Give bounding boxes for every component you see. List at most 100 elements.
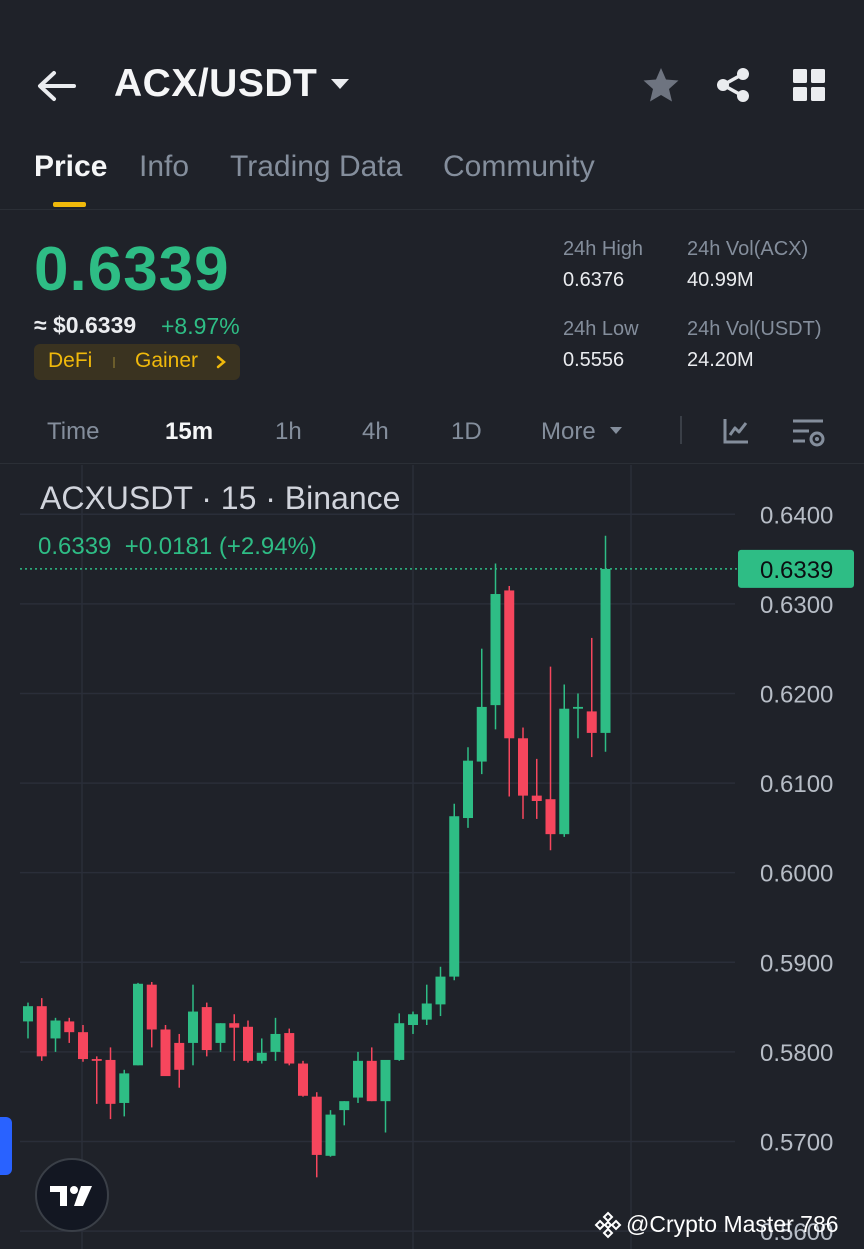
candle-35 [504, 585, 515, 797]
grid-icon[interactable] [790, 66, 828, 104]
candle-37 [531, 758, 542, 819]
caret-down-icon[interactable] [328, 76, 352, 92]
tab-community[interactable]: Community [443, 150, 595, 183]
y-tick-label-4: 0.6000 [760, 861, 833, 888]
interval-1h[interactable]: 1h [275, 418, 302, 445]
candle-33 [476, 648, 487, 775]
usd-price: ≈ $0.6339 [34, 312, 137, 338]
candle-21 [311, 1092, 322, 1178]
price-axis: 0.6400 0.6300 0.6200 0.6100 0.6000 0.5900 0.58… [20, 502, 854, 1246]
stat-24h-high-value: 0.6376 [563, 269, 625, 291]
candle-4 [78, 1025, 88, 1062]
chart-title: ACXUSDT · 15 · Binance [40, 480, 401, 516]
candle-34 [490, 563, 501, 730]
candle-26 [380, 1059, 391, 1133]
candles [23, 535, 611, 1178]
back-arrow-icon[interactable] [34, 66, 78, 106]
y-tick-label-2: 0.6200 [760, 681, 833, 708]
top-bar: ACX/USDT [0, 0, 864, 140]
last-price-badge [738, 549, 854, 588]
price-change-percent: +8.97% [161, 313, 240, 339]
candle-20 [298, 1060, 308, 1097]
indicator-icon[interactable] [722, 416, 750, 446]
candle-41 [586, 637, 597, 758]
candle-body [463, 760, 473, 819]
candle-19 [284, 1028, 295, 1066]
chart-ohlc-line: 0.6339 +0.0181 (+2.94%) [38, 533, 317, 560]
candle-12 [188, 984, 198, 1066]
candle-body [559, 708, 570, 835]
candlestick-chart[interactable]: 0.6400 0.6300 0.6200 0.6100 0.6000 0.5900 0.58… [0, 465, 864, 1249]
interval-15m[interactable]: 15m [165, 418, 214, 445]
stat-24h-vol-quote-value: 24.20M [687, 349, 754, 371]
y-tick-label-8: 0.5600 [760, 1219, 833, 1246]
tag-defi[interactable]: DeFi [48, 349, 93, 372]
stat-24h-high-label: 24h High [563, 238, 644, 260]
candle-body [78, 1032, 88, 1060]
candle-body [325, 1114, 336, 1156]
y-tick-label-3: 0.6100 [760, 771, 833, 798]
interval-more[interactable]: More [541, 418, 596, 445]
candle-body [449, 816, 460, 977]
candle-14 [215, 1023, 226, 1052]
candle-9 [146, 981, 157, 1048]
pair-title[interactable]: ACX/USDT [114, 62, 318, 105]
tradingview-logo-icon[interactable] [34, 1157, 110, 1233]
candle-body [435, 976, 446, 1005]
stat-24h-vol-base-label: 24h Vol(ACX) [687, 238, 809, 260]
chart-grid [20, 465, 735, 1249]
candle-25 [366, 1047, 377, 1102]
candle-body [133, 983, 143, 1066]
candle-body [311, 1096, 322, 1155]
candle-27 [394, 1013, 405, 1061]
candle-body [105, 1059, 116, 1104]
tag-gainer[interactable]: Gainer [135, 349, 199, 372]
candle-body [229, 1023, 240, 1028]
candle-22 [325, 1110, 336, 1157]
y-tick-label-1: 0.6300 [760, 592, 833, 619]
candle-body [504, 590, 515, 739]
candle-body [600, 568, 611, 733]
candle-body [366, 1060, 377, 1102]
chart-settings-icon[interactable] [792, 416, 826, 450]
candle-15 [229, 1014, 240, 1061]
caret-down-icon[interactable] [609, 426, 623, 436]
candle-5 [91, 1056, 102, 1104]
tab-trading-data[interactable]: Trading Data [230, 150, 403, 183]
candle-body [215, 1023, 226, 1043]
candle-10 [160, 1025, 171, 1077]
candle-body [119, 1073, 130, 1103]
candle-23 [339, 1101, 350, 1126]
candle-body [339, 1101, 350, 1111]
star-icon[interactable] [640, 64, 682, 106]
candle-body [586, 711, 597, 733]
y-tick-label-5: 0.5900 [760, 950, 833, 977]
candle-body [476, 706, 487, 762]
chevron-right-icon [216, 355, 226, 369]
candle-8 [133, 982, 143, 1066]
interval-1d[interactable]: 1D [451, 418, 482, 445]
candle-17 [256, 1038, 267, 1064]
candle-body [545, 799, 556, 835]
interval-time[interactable]: Time [47, 418, 100, 445]
candle-body [23, 1006, 33, 1022]
y-tick-label-0: 0.6400 [760, 502, 833, 529]
share-icon[interactable] [712, 64, 754, 106]
candle-31 [449, 803, 460, 981]
candle-30 [435, 966, 446, 1017]
tab-bar: Price Info Trading Data Community [0, 140, 864, 210]
candle-body [64, 1021, 75, 1033]
candle-40 [573, 693, 583, 739]
candle-body [270, 1033, 281, 1052]
side-panel-handle[interactable] [0, 1117, 12, 1175]
tab-info[interactable]: Info [139, 150, 190, 183]
interval-4h[interactable]: 4h [362, 418, 389, 445]
candle-body [256, 1052, 267, 1061]
tab-price[interactable]: Price [34, 150, 108, 183]
candle-11 [174, 1033, 185, 1088]
tag-pill[interactable]: DeFi Gainer [34, 344, 240, 380]
candle-body [518, 738, 528, 796]
last-price-label: 0.6339 [760, 557, 833, 584]
last-price: 0.6339 [34, 235, 230, 304]
candle-1 [36, 998, 47, 1061]
